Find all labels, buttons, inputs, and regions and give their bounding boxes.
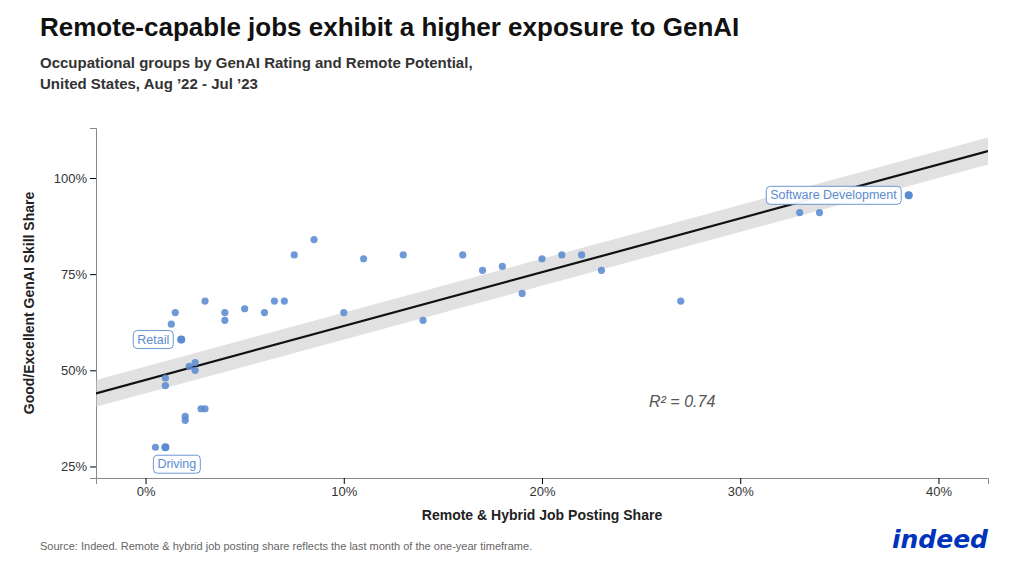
scatter-point xyxy=(499,263,506,270)
subtitle-line: United States, Aug ’22 - Jul ’23 xyxy=(40,75,258,92)
x-axis: 0% 10% 20% 30% 40% xyxy=(97,478,989,499)
scatter-point xyxy=(182,413,189,420)
labeled-point xyxy=(161,443,169,451)
scatter-point xyxy=(816,209,823,216)
tick-label: 75% xyxy=(61,267,87,282)
labeled-point xyxy=(905,191,913,199)
scatter-point xyxy=(459,251,466,258)
tick-mark xyxy=(90,466,96,467)
tick: 40% xyxy=(926,478,952,499)
point-label: Software Development xyxy=(766,186,901,204)
source: Source: Indeed. Remote & hybrid job post… xyxy=(40,540,532,552)
scatter-point xyxy=(221,309,228,316)
plot: 0% 10% 20% 30% 40% 25% 50% 75% 100% Remote & Hybr… xyxy=(21,129,989,524)
scatter-point xyxy=(558,251,565,258)
chart-root: Remote-capable jobs exhibit a higher exp… xyxy=(0,0,1024,562)
label-box xyxy=(153,455,200,473)
scatter-point xyxy=(152,444,159,451)
scatter-point xyxy=(310,236,317,243)
scatter-point xyxy=(178,336,185,343)
tick: 75% xyxy=(61,267,96,282)
scatter-point xyxy=(519,290,526,297)
scatter-point xyxy=(538,255,545,262)
scatter-point xyxy=(241,305,248,312)
tick-label: 20% xyxy=(529,484,555,499)
marks xyxy=(96,138,988,452)
tick-mark xyxy=(90,370,96,371)
scatter-point xyxy=(192,359,199,366)
tick: 0% xyxy=(137,478,156,499)
axis-line xyxy=(90,129,97,479)
tick-label: 10% xyxy=(331,484,357,499)
tick-label: 50% xyxy=(61,363,87,378)
scatter-point xyxy=(162,382,169,389)
scatter-point xyxy=(360,255,367,262)
tick: 100% xyxy=(54,171,96,186)
confidence-band xyxy=(96,138,988,407)
scatter-point xyxy=(271,297,278,304)
labeled-point xyxy=(177,336,185,344)
axis-line xyxy=(97,479,989,485)
tick-label: 25% xyxy=(61,459,87,474)
scatter-point xyxy=(192,367,199,374)
scatter-point xyxy=(201,297,208,304)
tick-mark xyxy=(344,478,345,484)
point-labels: Driving Retail Software Development xyxy=(133,186,901,473)
tick-mark xyxy=(146,478,147,484)
scatter-point xyxy=(221,317,228,324)
scatter-point xyxy=(796,209,803,216)
scatter-point xyxy=(162,374,169,381)
tick: 25% xyxy=(61,459,96,474)
scatter-point xyxy=(172,309,179,316)
scatter-point xyxy=(479,267,486,274)
logo: indeed xyxy=(892,525,989,554)
tick: 50% xyxy=(61,363,96,378)
scatter-point xyxy=(400,251,407,258)
title: Remote-capable jobs exhibit a higher exp… xyxy=(40,12,739,42)
subtitle: Occupational groups by GenAI Rating and … xyxy=(40,54,473,92)
label-box xyxy=(133,331,173,349)
scatter-point xyxy=(578,251,585,258)
y-axis-title: Good/Excellent GenAI Skill Share xyxy=(21,192,37,415)
scatter-point xyxy=(419,317,426,324)
tick-mark xyxy=(90,274,96,275)
scatter-point xyxy=(905,192,912,199)
scatter-point xyxy=(186,363,193,370)
tick-label: 30% xyxy=(728,484,754,499)
tick-mark xyxy=(740,478,741,484)
scatter-point xyxy=(168,321,175,328)
tick: 10% xyxy=(331,478,357,499)
label-text: Retail xyxy=(137,333,169,347)
tick: 20% xyxy=(529,478,555,499)
scatter-point xyxy=(340,309,347,316)
label-box xyxy=(766,186,901,204)
y-axis: 25% 50% 75% 100% xyxy=(54,129,97,479)
scatter-point xyxy=(677,297,684,304)
label-text: Software Development xyxy=(770,188,897,202)
point-label: Retail xyxy=(133,331,173,349)
tick: 30% xyxy=(728,478,754,499)
tick-mark xyxy=(542,478,543,484)
scatter-point xyxy=(261,309,268,316)
tick-mark xyxy=(938,478,939,484)
scatter-point xyxy=(291,251,298,258)
point-label: Driving xyxy=(153,455,200,473)
scatter-point xyxy=(201,405,208,412)
subtitle-line: Occupational groups by GenAI Rating and … xyxy=(40,54,473,71)
x-axis-title: Remote & Hybrid Job Posting Share xyxy=(422,507,663,523)
label-text: Driving xyxy=(157,457,196,471)
tick-label: 0% xyxy=(137,484,156,499)
annotation: R² = 0.74 xyxy=(649,393,715,410)
tick-label: 100% xyxy=(54,171,88,186)
tick-label: 40% xyxy=(926,484,952,499)
scatter-point xyxy=(281,297,288,304)
regression-line xyxy=(96,151,988,393)
scatter-point xyxy=(598,267,605,274)
tick-mark xyxy=(90,178,96,179)
